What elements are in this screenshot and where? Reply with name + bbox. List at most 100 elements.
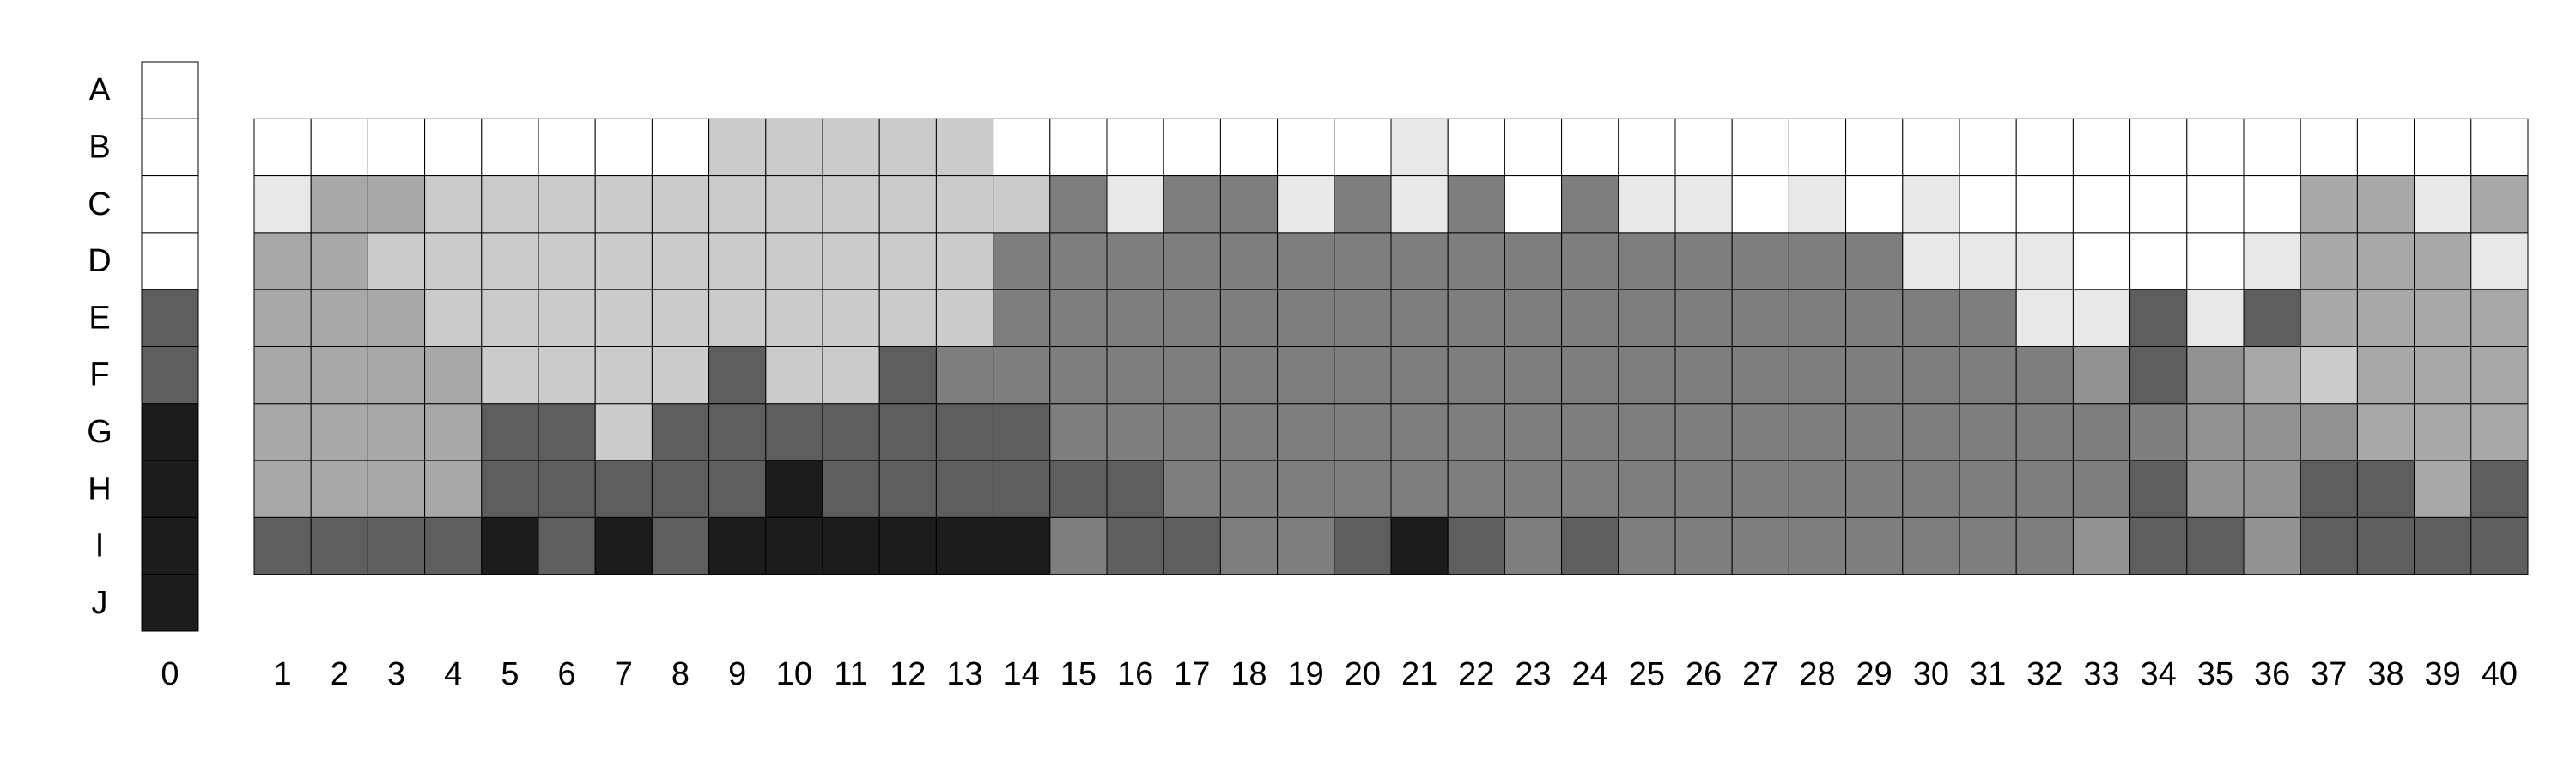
column-label: 21 (1401, 656, 1437, 692)
heatmap-cell (594, 289, 653, 348)
row-label: G (87, 414, 112, 450)
heatmap-cell (1163, 460, 1221, 518)
heatmap-cell (2356, 118, 2415, 177)
reference-cell (141, 232, 199, 290)
heatmap-cell (1106, 289, 1164, 348)
heatmap-cell (1731, 289, 1789, 348)
column-label: 5 (501, 656, 519, 692)
heatmap-cell (253, 403, 312, 461)
column-label: 35 (2197, 656, 2233, 692)
heatmap-cell (1390, 346, 1449, 405)
heatmap-cell (1390, 232, 1449, 290)
heatmap-cell (2470, 403, 2529, 461)
heatmap-cell (1334, 289, 1392, 348)
heatmap-cell (1959, 516, 2017, 575)
column-label: 19 (1288, 656, 1324, 692)
heatmap-cell (253, 516, 312, 575)
heatmap-cell (1390, 403, 1449, 461)
heatmap-cell (993, 516, 1051, 575)
heatmap-cell (1788, 460, 1847, 518)
heatmap-cell (822, 118, 880, 177)
heatmap-cell (1163, 403, 1221, 461)
heatmap-cell (1049, 346, 1108, 405)
row-label: B (88, 129, 110, 165)
heatmap-cell (2300, 175, 2358, 234)
heatmap-cell (1561, 403, 1619, 461)
heatmap-cell (708, 175, 767, 234)
heatmap-cell (424, 460, 483, 518)
reference-cell (141, 460, 199, 518)
heatmap-cell (2243, 403, 2301, 461)
heatmap-cell (1390, 175, 1449, 234)
heatmap-cell (2414, 460, 2472, 518)
heatmap-cell (1277, 289, 1335, 348)
heatmap-cell (1618, 232, 1676, 290)
heatmap-cell (1618, 346, 1676, 405)
column-label: 13 (946, 656, 982, 692)
heatmap-cell (1561, 232, 1619, 290)
heatmap-cell (2470, 118, 2529, 177)
heatmap-cell (2015, 118, 2074, 177)
heatmap-cell (538, 516, 596, 575)
heatmap-cell (367, 175, 426, 234)
heatmap-cell (2243, 175, 2301, 234)
reference-cell (141, 118, 199, 177)
heatmap-cell (1731, 516, 1789, 575)
heatmap-cell (594, 118, 653, 177)
column-label: 31 (1970, 656, 2006, 692)
heatmap-cell (1334, 232, 1392, 290)
column-label: 24 (1572, 656, 1608, 692)
heatmap-cell (1959, 118, 2017, 177)
column-label: 29 (1856, 656, 1893, 692)
heatmap-cell (1219, 403, 1279, 461)
heatmap-cell (1674, 118, 1733, 177)
heatmap-cell (1219, 460, 1279, 518)
heatmap-cell (1390, 118, 1449, 177)
heatmap-cell (481, 118, 539, 177)
heatmap-cell (1902, 232, 1960, 290)
row-label: F (89, 357, 109, 393)
heatmap-cell (2186, 232, 2245, 290)
heatmap-cell (1618, 460, 1676, 518)
heatmap-cell (253, 346, 312, 405)
heatmap-cell (1902, 175, 1960, 234)
column-label: 12 (890, 656, 926, 692)
heatmap-cell (2072, 118, 2131, 177)
heatmap-cell (424, 232, 483, 290)
column-label: 8 (671, 656, 690, 692)
heatmap-cell (1618, 403, 1676, 461)
heatmap-cell (1106, 118, 1164, 177)
heatmap-cell (2129, 346, 2188, 405)
heatmap-cell (253, 232, 312, 290)
heatmap-cell (2186, 460, 2245, 518)
heatmap-cell (424, 289, 483, 348)
heatmap-cell (1674, 175, 1733, 234)
heatmap-cell (2414, 516, 2472, 575)
heatmap-cell (367, 289, 426, 348)
heatmap-cell (765, 346, 823, 405)
heatmap-cell (367, 232, 426, 290)
heatmap-cell (1334, 460, 1392, 518)
heatmap-cell (935, 403, 994, 461)
column-label: 33 (2083, 656, 2119, 692)
heatmap-cell (2356, 232, 2415, 290)
heatmap-cell (1447, 118, 1505, 177)
heatmap-cell (1731, 232, 1789, 290)
heatmap-cell (1902, 460, 1960, 518)
heatmap-cell (1959, 403, 2017, 461)
column-label: 16 (1117, 656, 1153, 692)
heatmap-cell (2243, 118, 2301, 177)
heatmap-cell (935, 289, 994, 348)
heatmap-cell (2414, 346, 2472, 405)
heatmap-cell (538, 346, 596, 405)
heatmap-cell (1959, 175, 2017, 234)
heatmap-cell (367, 346, 426, 405)
heatmap-cell (1277, 118, 1335, 177)
heatmap-cell (1334, 403, 1392, 461)
heatmap-cell (2072, 516, 2131, 575)
heatmap-cell (1959, 346, 2017, 405)
column-label: 14 (1004, 656, 1040, 692)
heatmap-cell (2470, 460, 2529, 518)
